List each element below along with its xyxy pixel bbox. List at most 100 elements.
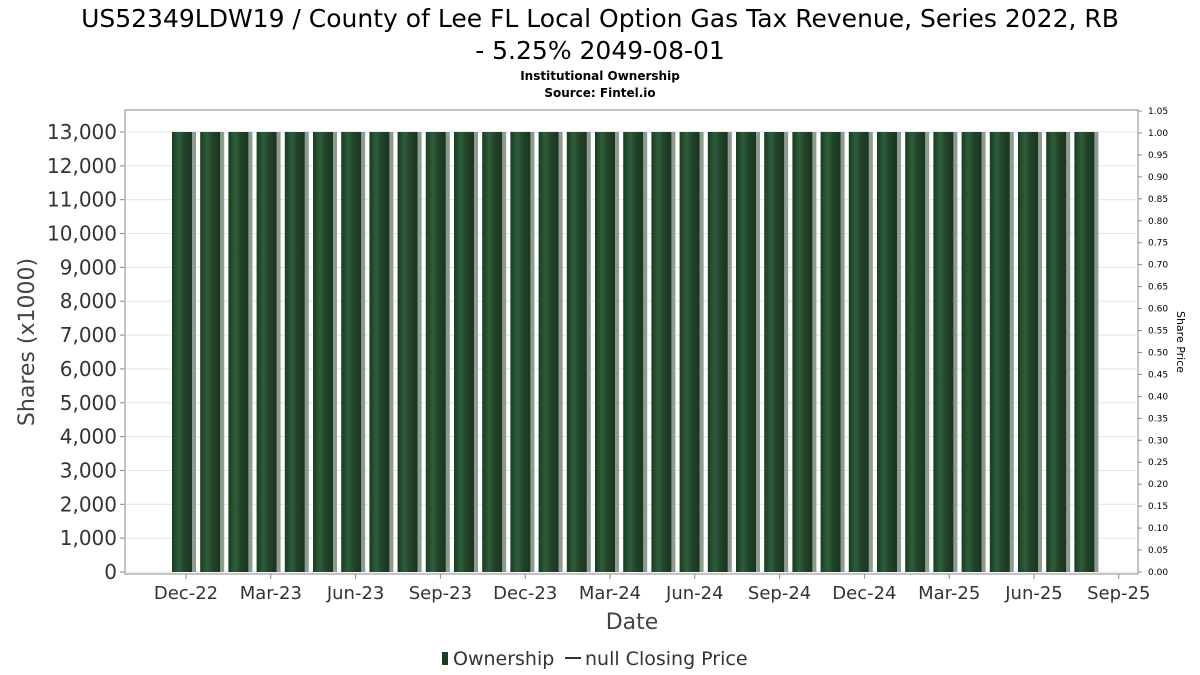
bar-shadow <box>530 132 535 572</box>
x-tick-label: Sep-25 <box>1087 583 1150 604</box>
bar-shadow <box>615 132 619 572</box>
ownership-bar <box>623 132 644 572</box>
y2-tick-label: 0.55 <box>1148 327 1168 337</box>
y-tick-label: 13,000 <box>47 120 117 144</box>
bar-shadow <box>727 132 732 572</box>
bar-shadow <box>840 132 845 572</box>
bar-shadow <box>276 132 281 572</box>
y2-tick-label: 0.90 <box>1148 173 1168 183</box>
ownership-bar <box>651 132 672 572</box>
x-tick-label: Jun-24 <box>665 583 724 604</box>
bar-shadow <box>474 132 478 572</box>
y2-tick-label: 0.50 <box>1148 348 1168 358</box>
bar-shadow <box>953 132 958 572</box>
y2-tick-label: 0.20 <box>1148 480 1168 490</box>
ownership-bar <box>989 132 1010 572</box>
ownership-bar <box>848 132 869 572</box>
x-tick-label: Jun-25 <box>1004 583 1063 604</box>
ownership-bar <box>313 132 333 572</box>
bar-shadow <box>192 132 196 572</box>
ownership-bar <box>736 132 756 572</box>
y2-tick-label: 0.95 <box>1148 151 1168 161</box>
y-axis-ticks: 0 1,000 2,000 3,000 4,000 5,000 6,000 7,000 8,00… <box>47 120 125 584</box>
ownership-bar <box>397 132 418 572</box>
y2-axis-label: Share Price <box>1174 311 1187 373</box>
bar-shadow <box>756 132 760 572</box>
ownership-bar <box>172 132 192 572</box>
chart-title-line1: US52349LDW19 / County of Lee FL Local Op… <box>81 4 1119 33</box>
y2-tick-label: 1.05 <box>1148 107 1168 117</box>
legend-price-label: null Closing Price <box>585 648 748 670</box>
bar-shadow <box>699 132 704 572</box>
x-tick-label: Dec-24 <box>832 583 896 604</box>
y2-tick-label: 0.65 <box>1148 283 1168 293</box>
y-tick-label: 6,000 <box>60 357 117 381</box>
x-axis-label: Date <box>606 610 659 635</box>
ownership-bar <box>510 132 531 572</box>
y2-tick-label: 0.75 <box>1148 239 1168 249</box>
x-axis-ticks: Dec-22 Mar-23 Jun-23 Sep-23 Dec-23 Mar-24 Jun-… <box>154 574 1150 604</box>
chart-title-line2: - 5.25% 2049-08-01 <box>475 36 725 65</box>
y-tick-label: 9,000 <box>60 255 117 279</box>
ownership-bar <box>228 132 249 572</box>
legend-ownership-swatch <box>442 652 448 665</box>
ownership-bar <box>425 132 446 572</box>
y-tick-label: 10,000 <box>47 222 117 246</box>
y2-tick-label: 0.70 <box>1148 261 1168 271</box>
x-tick-label: Mar-23 <box>240 583 302 604</box>
y2-tick-label: 0.40 <box>1148 392 1168 402</box>
y2-tick-label: 0.00 <box>1148 568 1168 578</box>
bar-shadow <box>784 132 789 572</box>
bar-shadow <box>558 132 563 572</box>
y-tick-label: 2,000 <box>60 492 117 516</box>
y2-tick-label: 0.80 <box>1148 217 1168 227</box>
bar-shadow <box>389 132 394 572</box>
y2-tick-label: 0.85 <box>1148 195 1168 205</box>
bar-shadow <box>981 132 986 572</box>
x-tick-label: Dec-22 <box>154 583 218 604</box>
ownership-bar <box>482 132 503 572</box>
bar-shadow <box>643 132 648 572</box>
chart-subtitle: Institutional Ownership <box>520 69 680 83</box>
y-tick-label: 5,000 <box>60 391 117 415</box>
bar-shadow <box>1094 132 1099 572</box>
legend-ownership-label: Ownership <box>453 648 554 670</box>
x-tick-label: Dec-23 <box>493 583 557 604</box>
y2-tick-label: 1.00 <box>1148 129 1168 139</box>
ownership-bar <box>764 132 785 572</box>
y2-axis-ticks: 0.00 0.05 0.10 0.15 0.20 0.25 0.30 0.35 0.40 0.45… <box>1138 107 1168 578</box>
bar-shadow <box>445 132 450 572</box>
ownership-bar <box>961 132 982 572</box>
y-tick-label: 11,000 <box>47 188 117 212</box>
ownership-bar <box>256 132 277 572</box>
bar-shadow <box>1038 132 1042 572</box>
x-tick-label: Sep-23 <box>409 583 472 604</box>
legend: Ownership null Closing Price <box>442 648 748 670</box>
ownership-bar <box>707 132 728 572</box>
bar-shadow <box>586 132 591 572</box>
ownership-bar <box>933 132 954 572</box>
ownership-bar <box>792 132 813 572</box>
y-tick-label: 0 <box>104 560 117 584</box>
bars-group <box>172 132 1099 572</box>
bar-shadow <box>897 132 901 572</box>
y-tick-label: 8,000 <box>60 289 117 313</box>
ownership-bar <box>877 132 897 572</box>
y2-tick-label: 0.60 <box>1148 305 1168 315</box>
ownership-bar <box>1018 132 1038 572</box>
ownership-bar <box>538 132 559 572</box>
y-tick-label: 1,000 <box>60 526 117 550</box>
x-tick-label: Sep-24 <box>748 583 811 604</box>
y-axis-label: Shares (x1000) <box>15 258 40 426</box>
y2-tick-label: 0.45 <box>1148 370 1168 380</box>
y-tick-label: 7,000 <box>60 323 117 347</box>
bar-shadow <box>671 132 676 572</box>
ownership-bar <box>1046 132 1067 572</box>
ownership-bar <box>905 132 926 572</box>
ownership-bar <box>341 132 362 572</box>
bar-shadow <box>220 132 225 572</box>
ownership-bar <box>454 132 474 572</box>
y2-tick-label: 0.10 <box>1148 524 1168 534</box>
